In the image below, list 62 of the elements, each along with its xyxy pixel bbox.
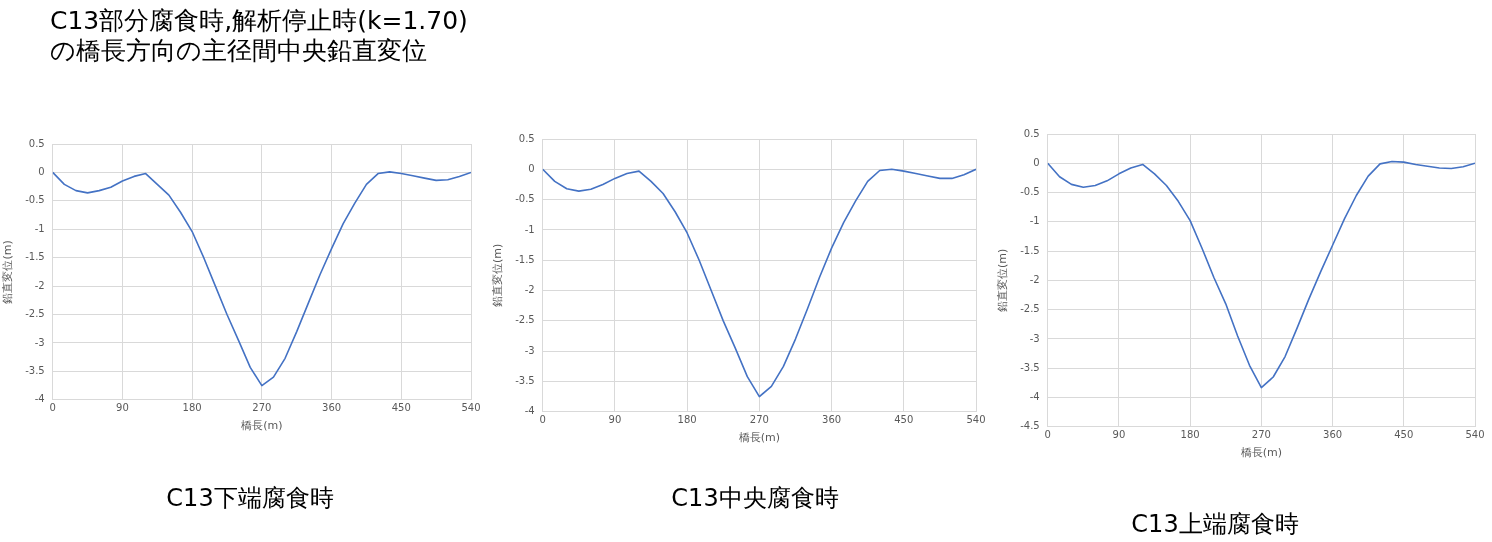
- x-tick-label: 180: [677, 414, 697, 426]
- y-tick-label: -3.5: [515, 375, 535, 387]
- y-tick-label: -3: [34, 336, 45, 348]
- y-tick-label: -3: [1029, 332, 1040, 344]
- y-tick-label: -2.5: [515, 314, 535, 326]
- x-tick-label: 360: [322, 402, 342, 414]
- x-tick-label: 360: [1323, 429, 1343, 441]
- x-tick-label: 360: [822, 414, 842, 426]
- y-axis-title: 鉛直変位(m): [1, 240, 15, 304]
- y-tick-label: -1: [1029, 215, 1040, 227]
- x-tick-label: 90: [116, 402, 129, 414]
- x-tick-label: 540: [461, 402, 481, 414]
- y-tick-label: -1.5: [1020, 244, 1040, 256]
- x-tick-label: 540: [1465, 429, 1485, 441]
- x-tick-label: 450: [1394, 429, 1414, 441]
- x-tick-label: 450: [894, 414, 914, 426]
- x-tick-label: 90: [1112, 429, 1126, 441]
- x-tick-label: 0: [49, 402, 56, 414]
- y-axis-title: 鉛直変位(m): [996, 248, 1010, 313]
- y-tick-label: -1.5: [25, 251, 45, 263]
- y-tick-label: 0.5: [28, 137, 45, 149]
- x-tick-label: 450: [391, 402, 411, 414]
- x-tick-label: 180: [182, 402, 202, 414]
- x-tick-label: 270: [1251, 429, 1271, 441]
- y-axis-title: 鉛直変位(m): [491, 243, 505, 308]
- x-tick-label: 90: [608, 414, 622, 426]
- y-tick-label: -0.5: [1020, 186, 1040, 198]
- y-tick-label: -0.5: [25, 194, 45, 206]
- y-tick-label: -4: [34, 393, 45, 405]
- y-tick-label: -2: [34, 279, 45, 291]
- x-tick-label: 0: [539, 414, 546, 426]
- x-axis-title: 橋長(m): [1240, 446, 1283, 460]
- y-tick-label: -2: [1029, 273, 1040, 285]
- y-tick-label: -1.5: [515, 253, 535, 265]
- x-tick-label: 0: [1044, 429, 1051, 441]
- x-axis-title: 橋長(m): [738, 431, 781, 445]
- text: C13部分腐食時,解析停止時(k=1.70) の橋長方向の主径間中央鉛直変位: [50, 6, 468, 66]
- y-tick-label: -4: [1029, 391, 1040, 403]
- text: C13下端腐食時: [166, 483, 334, 514]
- y-tick-label: -4.5: [1020, 420, 1040, 432]
- y-tick-label: -1: [524, 223, 535, 235]
- y-tick-label: 0.5: [518, 132, 535, 144]
- y-tick-label: -3.5: [1020, 361, 1040, 373]
- x-tick-label: 540: [966, 414, 986, 426]
- y-tick-label: 0.5: [1023, 127, 1040, 139]
- y-tick-label: -2.5: [1020, 303, 1040, 315]
- y-tick-label: 0: [528, 162, 535, 174]
- x-tick-label: 180: [1180, 429, 1200, 441]
- text: C13上端腐食時: [1131, 509, 1299, 540]
- x-axis-title: 橋長(m): [241, 419, 283, 433]
- x-tick-label: 270: [749, 414, 769, 426]
- y-tick-label: -3.5: [25, 364, 45, 376]
- y-tick-label: -0.5: [515, 193, 535, 205]
- y-tick-label: 0: [1033, 156, 1040, 168]
- text: C13中央腐食時: [671, 483, 839, 514]
- y-tick-label: -4: [524, 405, 535, 417]
- x-tick-label: 270: [252, 402, 272, 414]
- y-tick-label: 0: [38, 166, 45, 178]
- y-tick-label: -2: [524, 284, 535, 296]
- y-tick-label: -3: [524, 344, 535, 356]
- y-tick-label: -2.5: [25, 308, 45, 320]
- y-tick-label: -1: [34, 222, 45, 234]
